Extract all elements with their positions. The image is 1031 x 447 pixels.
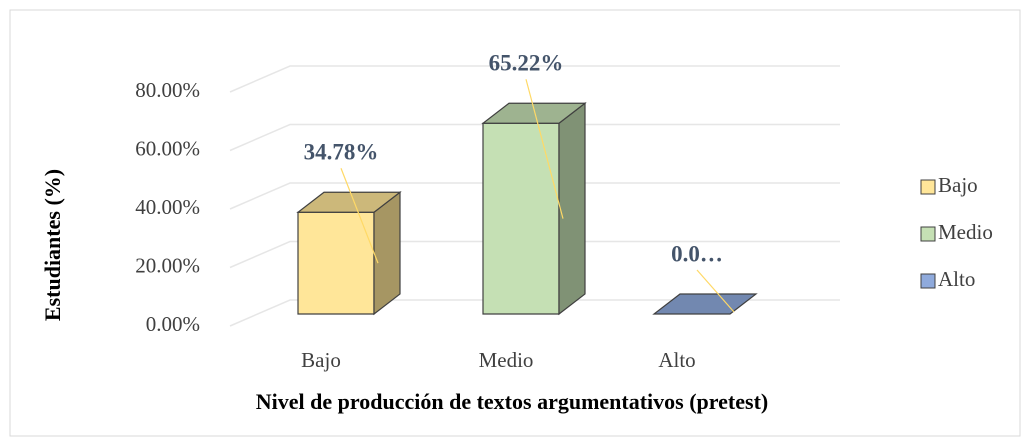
legend-swatch: [920, 226, 936, 242]
leader-line: [696, 269, 735, 313]
bar-face: [482, 122, 560, 315]
x-tick-label: Medio: [479, 348, 534, 372]
bar: [481, 102, 587, 316]
data-label: 34.78%: [304, 140, 379, 165]
data-label: 65.22%: [489, 51, 564, 76]
y-tick-label: 0.00%: [146, 312, 200, 336]
leader-line: [525, 79, 564, 219]
bar-face: [297, 211, 375, 315]
legend-label: Medio: [938, 220, 993, 244]
data-label: 0.0…: [671, 241, 723, 266]
grid-line: [229, 182, 840, 210]
bar-face: [481, 102, 587, 124]
x-tick-label: Bajo: [301, 348, 341, 372]
grid-line: [229, 299, 840, 327]
grid-line: [229, 123, 840, 152]
bar-face: [558, 102, 586, 316]
y-tick-label: 20.00%: [135, 253, 200, 277]
y-axis-title: Estudiantes (%): [40, 169, 65, 321]
bar: [296, 191, 402, 316]
x-axis-title: Nivel de producción de textos argumentat…: [256, 389, 768, 414]
y-tick-label: 40.00%: [135, 195, 200, 219]
y-tick-label: 60.00%: [135, 136, 200, 160]
grid-line: [229, 65, 840, 93]
bar: [652, 293, 758, 315]
bar-face: [296, 191, 402, 213]
bar-face: [652, 293, 758, 315]
legend-swatch: [920, 179, 936, 195]
x-tick-label: Alto: [658, 348, 695, 372]
legend-label: Alto: [938, 267, 975, 291]
legend-swatch: [920, 273, 936, 289]
bar-face: [373, 191, 401, 316]
grid-line: [229, 240, 840, 269]
leader-line: [340, 168, 379, 264]
y-tick-label: 80.00%: [135, 78, 200, 102]
legend-label: Bajo: [938, 173, 978, 197]
